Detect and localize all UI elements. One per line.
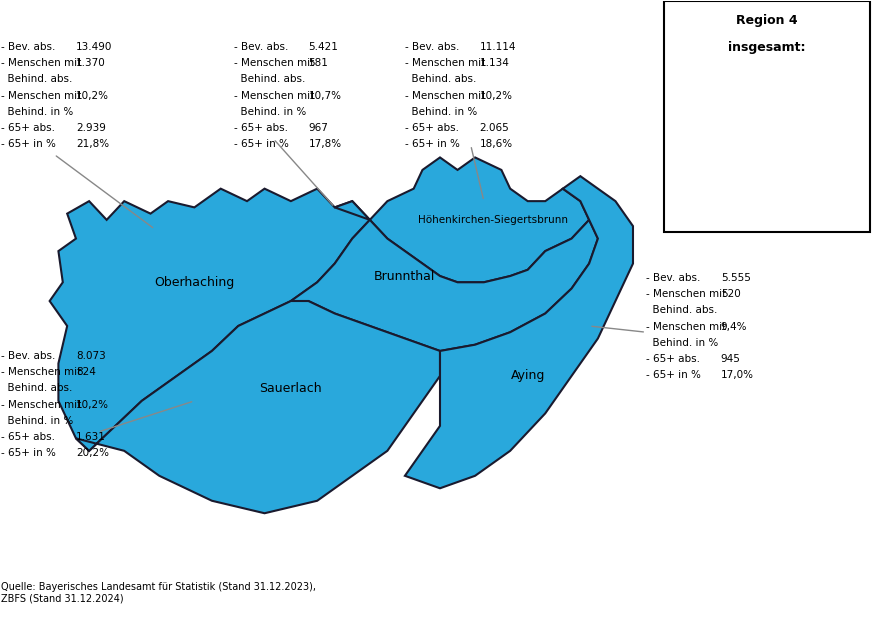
Text: - Menschen mit: - Menschen mit <box>2 367 82 377</box>
Text: - 65+ abs.: - 65+ abs. <box>2 123 55 133</box>
Text: - 65+ in %: - 65+ in % <box>405 139 459 149</box>
Text: 5.555: 5.555 <box>721 273 751 283</box>
Text: Behind. abs.: Behind. abs. <box>646 305 717 315</box>
Text: Behind. in %: Behind. in % <box>672 142 744 152</box>
Text: - Bev. abs.: - Bev. abs. <box>234 42 289 52</box>
Text: - Bev. abs.: - Bev. abs. <box>2 351 55 361</box>
Text: 11.114: 11.114 <box>480 42 516 52</box>
Text: - Menschen mit: - Menschen mit <box>646 289 726 299</box>
Text: - Bev. abs.: - Bev. abs. <box>405 42 459 52</box>
Text: insgesamt:: insgesamt: <box>728 41 805 54</box>
Text: 17,8%: 17,8% <box>308 139 341 149</box>
Polygon shape <box>405 176 633 488</box>
Text: 520: 520 <box>721 289 740 299</box>
Text: Behind. in %: Behind. in % <box>234 107 306 117</box>
Polygon shape <box>49 189 370 451</box>
Text: - Menschen mit: - Menschen mit <box>2 399 82 409</box>
Text: 20,2%: 20,2% <box>76 448 109 458</box>
Text: - Menschen mit: - Menschen mit <box>2 91 82 101</box>
Text: 1.134: 1.134 <box>480 58 510 68</box>
Text: 43.653: 43.653 <box>791 67 827 77</box>
Text: - 65+ in %: - 65+ in % <box>646 371 701 381</box>
Text: - 65+ in %: - 65+ in % <box>2 139 56 149</box>
Text: - 65+ abs.: - 65+ abs. <box>672 157 727 167</box>
Text: Behind. abs.: Behind. abs. <box>2 75 73 85</box>
Text: 8.547: 8.547 <box>791 157 821 167</box>
Text: - 65+ abs.: - 65+ abs. <box>646 354 700 364</box>
Polygon shape <box>76 301 440 514</box>
Text: - 65+ in %: - 65+ in % <box>2 448 56 458</box>
Text: Behind. abs.: Behind. abs. <box>2 384 73 393</box>
Text: - Menschen mit: - Menschen mit <box>672 127 752 137</box>
Text: - Menschen mit: - Menschen mit <box>672 97 752 107</box>
Text: 2.065: 2.065 <box>480 123 510 133</box>
Text: 581: 581 <box>308 58 328 68</box>
Text: 824: 824 <box>76 367 96 377</box>
Text: 19,6%: 19,6% <box>791 187 824 197</box>
Text: - 65+ in %: - 65+ in % <box>672 187 728 197</box>
Text: Region 4: Region 4 <box>736 14 797 27</box>
Text: Quelle: Bayerisches Landesamt für Statistik (Stand 31.12.2023),
ZBFS (Stand 31.1: Quelle: Bayerisches Landesamt für Statis… <box>2 582 317 604</box>
Text: Behind. in %: Behind. in % <box>2 107 74 117</box>
Text: - Bev. abs.: - Bev. abs. <box>2 42 55 52</box>
Text: Behind. abs.: Behind. abs. <box>672 112 744 122</box>
Text: Behind. in %: Behind. in % <box>646 338 718 348</box>
Text: 2.939: 2.939 <box>76 123 106 133</box>
Text: 10,2%: 10,2% <box>76 91 109 101</box>
Text: 967: 967 <box>308 123 328 133</box>
Text: 945: 945 <box>721 354 741 364</box>
Text: 10,2%: 10,2% <box>76 399 109 409</box>
Text: Brunnthal: Brunnthal <box>374 270 436 283</box>
Text: 5.421: 5.421 <box>308 42 338 52</box>
Text: 10,2%: 10,2% <box>480 91 512 101</box>
Text: 18,6%: 18,6% <box>480 139 512 149</box>
Text: Höhenkirchen-Siegertsbrunn: Höhenkirchen-Siegertsbrunn <box>418 215 568 225</box>
Text: - Bev. abs.: - Bev. abs. <box>672 67 727 77</box>
Text: Behind. abs.: Behind. abs. <box>234 75 305 85</box>
Text: Oberhaching: Oberhaching <box>154 276 234 289</box>
Text: - 65+ abs.: - 65+ abs. <box>2 432 55 442</box>
Polygon shape <box>291 220 598 351</box>
Text: 1.370: 1.370 <box>76 58 106 68</box>
Text: 9,4%: 9,4% <box>721 322 747 332</box>
Text: 10,7%: 10,7% <box>308 91 341 101</box>
Text: - 65+ abs.: - 65+ abs. <box>234 123 288 133</box>
Text: 1.631: 1.631 <box>76 432 106 442</box>
Text: - 65+ abs.: - 65+ abs. <box>405 123 458 133</box>
Text: - Menschen mit: - Menschen mit <box>646 322 726 332</box>
Text: 13.490: 13.490 <box>76 42 113 52</box>
Text: 8.073: 8.073 <box>76 351 106 361</box>
Text: - Menschen mit: - Menschen mit <box>234 58 314 68</box>
Text: - Bev. abs.: - Bev. abs. <box>646 273 700 283</box>
Text: - Menschen mit: - Menschen mit <box>2 58 82 68</box>
Text: - 65+ in %: - 65+ in % <box>234 139 289 149</box>
Text: Behind. abs.: Behind. abs. <box>405 75 476 85</box>
Text: 10,1%: 10,1% <box>791 127 824 137</box>
Polygon shape <box>334 157 589 282</box>
Text: - Menschen mit: - Menschen mit <box>405 58 485 68</box>
Text: Behind. in %: Behind. in % <box>2 416 74 426</box>
FancyBboxPatch shape <box>664 1 869 233</box>
Text: 17,0%: 17,0% <box>721 371 753 381</box>
Text: Aying: Aying <box>510 369 545 382</box>
Text: Behind. in %: Behind. in % <box>405 107 477 117</box>
Text: - Menschen mit: - Menschen mit <box>234 91 314 101</box>
Text: Sauerlach: Sauerlach <box>260 382 322 395</box>
Text: 21,8%: 21,8% <box>76 139 109 149</box>
Text: - Menschen mit: - Menschen mit <box>405 91 485 101</box>
Text: 4.429: 4.429 <box>791 97 821 107</box>
